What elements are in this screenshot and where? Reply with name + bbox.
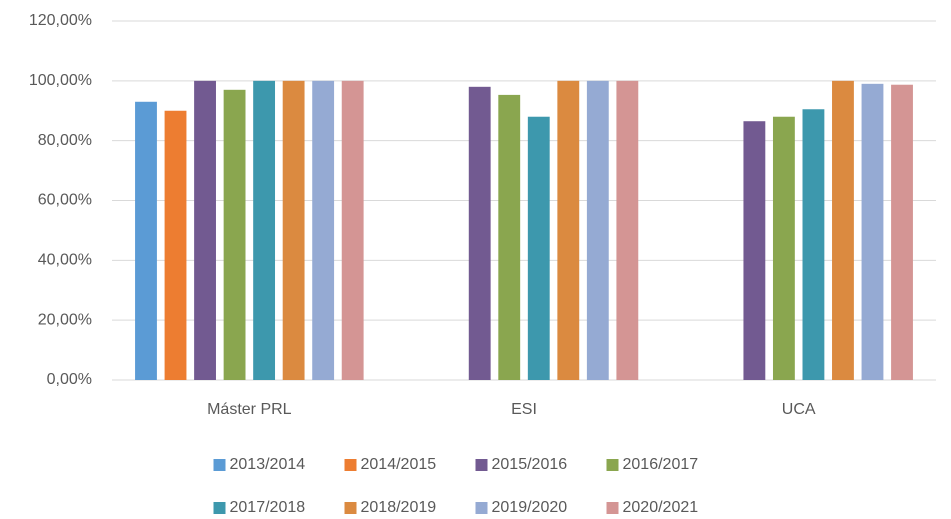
bar [498,94,521,380]
legend-label: 2018/2019 [361,499,437,516]
y-tick-label: 80,00% [38,132,92,149]
bar [312,80,335,380]
bar [341,80,364,380]
legend-label: 2017/2018 [230,499,306,516]
legend-swatch [213,459,226,471]
x-tick-label: Máster PRL [207,401,292,418]
y-tick-label: 0,00% [47,371,92,388]
bar [223,89,246,380]
legend-label: 2015/2016 [492,456,568,473]
bar [527,116,550,380]
bar [135,101,157,381]
legend-label: 2014/2015 [361,456,437,473]
legend-swatch [213,502,226,514]
bar [468,86,491,381]
y-tick-label: 120,00% [29,12,92,29]
legend-label: 2013/2014 [230,456,306,473]
bar [772,116,795,380]
x-tick-label: UCA [782,401,816,418]
y-tick-label: 20,00% [38,311,92,328]
legend-swatch [344,502,357,514]
bar [557,80,580,380]
legend-swatch [475,459,488,471]
bar [891,84,913,380]
legend-swatch [606,459,619,471]
bar [743,121,766,381]
bar [586,80,609,380]
bar [194,80,216,380]
bar [616,80,639,380]
bar [832,80,854,380]
legend-swatch [475,502,488,514]
y-tick-label: 40,00% [38,252,92,269]
bar [802,109,825,381]
bar [861,83,884,380]
bar [164,110,187,380]
x-tick-label: ESI [511,401,537,418]
y-tick-label: 100,00% [29,72,92,89]
y-tick-label: 60,00% [38,192,92,209]
legend-swatch [606,502,619,514]
bar [253,80,276,380]
legend-label: 2016/2017 [623,456,699,473]
legend-label: 2020/2021 [623,499,699,516]
legend-label: 2019/2020 [492,499,568,516]
bar [282,80,305,380]
legend-swatch [344,459,357,471]
